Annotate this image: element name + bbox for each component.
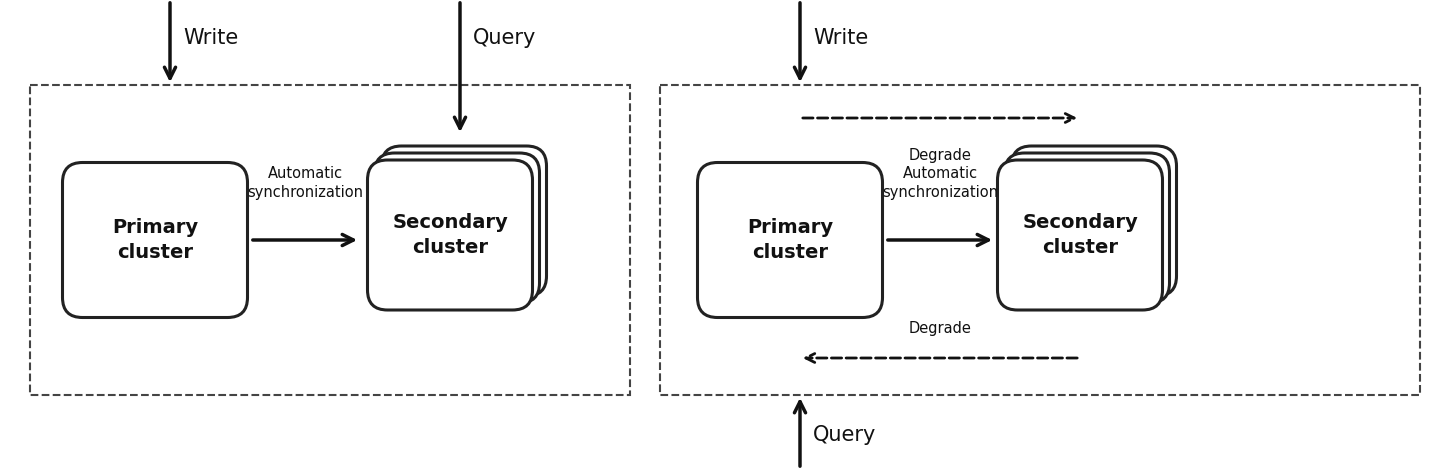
Text: Write: Write — [183, 28, 238, 48]
Text: Query: Query — [813, 425, 876, 445]
Text: Write: Write — [813, 28, 869, 48]
Text: Degrade: Degrade — [909, 148, 971, 163]
Bar — [30, 85, 630, 395]
FancyBboxPatch shape — [382, 146, 546, 296]
Text: Degrade: Degrade — [909, 321, 971, 336]
FancyBboxPatch shape — [375, 153, 539, 303]
FancyBboxPatch shape — [997, 160, 1163, 310]
Text: Secondary
cluster: Secondary cluster — [1022, 213, 1138, 257]
Text: Secondary
cluster: Secondary cluster — [392, 213, 507, 257]
Text: Automatic
synchronization: Automatic synchronization — [246, 166, 363, 200]
Text: Query: Query — [473, 28, 536, 48]
FancyBboxPatch shape — [697, 162, 882, 318]
FancyBboxPatch shape — [367, 160, 533, 310]
Text: Primary
cluster: Primary cluster — [746, 218, 833, 262]
Text: Primary
cluster: Primary cluster — [112, 218, 197, 262]
FancyBboxPatch shape — [1004, 153, 1170, 303]
Bar — [660, 85, 1419, 395]
FancyBboxPatch shape — [62, 162, 248, 318]
FancyBboxPatch shape — [1012, 146, 1176, 296]
Text: Automatic
synchronization: Automatic synchronization — [882, 166, 999, 200]
